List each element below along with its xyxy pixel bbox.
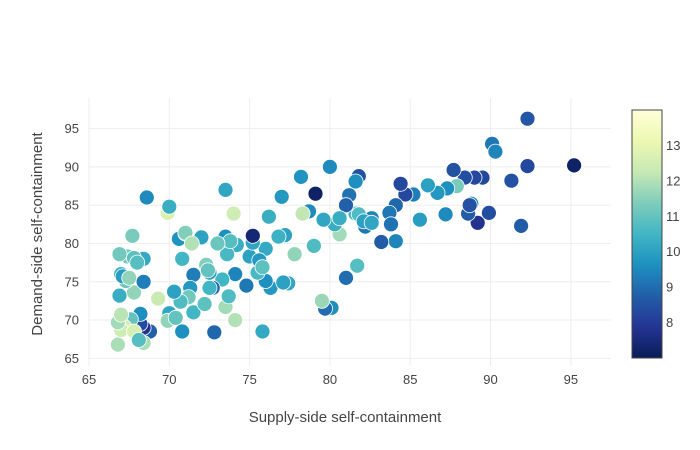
scatter-point [275, 274, 292, 291]
scatter-point [150, 290, 167, 307]
data-points [110, 110, 582, 353]
y-tick-label: 85 [65, 198, 79, 213]
scatter-point [487, 143, 504, 160]
scatter-point [480, 204, 497, 221]
scatter-point [305, 237, 322, 254]
scatter-point [519, 158, 536, 175]
y-tick-label: 80 [65, 236, 79, 251]
scatter-point [503, 172, 520, 189]
scatter-point [286, 246, 303, 263]
scatter-point [185, 266, 202, 283]
y-axis-title: Demand-side self-containment [29, 131, 46, 335]
scatter-point [363, 214, 380, 231]
scatter-point [135, 273, 152, 290]
scatter-point [130, 332, 147, 348]
y-tick-label: 70 [65, 313, 79, 328]
scatter-point [411, 211, 428, 228]
scatter-point [321, 158, 338, 175]
scatter-point [161, 198, 178, 215]
scatter-point [273, 188, 290, 205]
scatter-point [113, 306, 129, 323]
x-axis-ticks: 65 70 75 80 85 90 95 [82, 372, 578, 387]
scatter-point [167, 309, 184, 326]
scatter-point [338, 269, 354, 286]
scatter-point [220, 288, 237, 305]
x-tick-label: 80 [323, 372, 337, 387]
scatter-point [110, 336, 126, 353]
scatter-point [566, 157, 582, 174]
x-tick-label: 65 [82, 372, 96, 387]
colorbar-tick-label: 10 [666, 244, 680, 259]
scatter-point [121, 269, 138, 286]
x-tick-label: 70 [162, 372, 176, 387]
scatter-point [227, 312, 244, 329]
scatter-point [419, 177, 436, 194]
scatter-point [513, 217, 529, 234]
colorbar-tick-label: 13 [666, 138, 680, 153]
scatter-point [519, 110, 536, 127]
colorbar-tick-label: 8 [666, 315, 673, 330]
colorbar-ticks: 8 9 10 11 12 13 [666, 138, 680, 330]
scatter-point [437, 206, 454, 223]
scatter-point [111, 287, 128, 304]
scatter-point [392, 175, 409, 192]
scatter-point [254, 323, 271, 340]
scatter-point [174, 323, 191, 340]
scatter-point [196, 296, 213, 312]
scatter-point [206, 324, 223, 341]
scatter-point [307, 185, 324, 202]
scatter-point [331, 210, 348, 227]
y-axis-ticks: 65 70 75 80 85 90 95 [65, 121, 79, 366]
scatter-point [138, 189, 155, 206]
colorbar-gradient [631, 109, 663, 359]
y-tick-label: 65 [65, 351, 79, 366]
colorbar-tick-label: 11 [666, 209, 680, 224]
scatter-point [183, 235, 200, 252]
colorbar-tick-label: 9 [666, 280, 673, 295]
scatter-point [270, 228, 287, 245]
y-tick-label: 90 [65, 159, 79, 174]
scatter-point [294, 205, 311, 222]
scatter-point [166, 283, 183, 300]
scatter-point [383, 216, 399, 233]
scatter-point [185, 304, 202, 321]
scatter-point [260, 208, 277, 225]
x-tick-label: 95 [564, 372, 578, 387]
scatter-point [469, 214, 486, 231]
x-axis-title: Supply-side self-containment [249, 409, 442, 426]
scatter-point [225, 205, 242, 222]
x-tick-label: 90 [483, 372, 497, 387]
scatter-point [315, 211, 332, 228]
scatter-point [347, 173, 364, 190]
y-tick-label: 75 [65, 274, 79, 289]
x-tick-label: 85 [403, 372, 417, 387]
scatter-point [238, 277, 255, 294]
y-tick-label: 95 [65, 121, 79, 136]
scatter-point [129, 254, 146, 271]
x-tick-label: 75 [242, 372, 256, 387]
scatter-point [217, 181, 234, 198]
scatter-point [338, 197, 354, 214]
scatter-point [111, 246, 128, 263]
scatter-point [209, 235, 226, 252]
scatter-point [293, 168, 309, 185]
scatter-point [201, 279, 218, 296]
scatter-point [349, 257, 366, 274]
scatter-point [445, 162, 462, 178]
scatter-point [461, 197, 478, 214]
scatter-point [254, 259, 271, 276]
scatter-point [174, 250, 191, 267]
colorbar-tick-label: 12 [666, 173, 680, 188]
scatter-point [387, 233, 404, 250]
scatter-point [124, 227, 141, 244]
scatter-point [313, 292, 330, 309]
colorbar: 8 9 10 11 12 13 [631, 109, 680, 359]
scatter-point [244, 227, 261, 244]
scatter-point [373, 234, 390, 250]
scatter-point [199, 262, 216, 279]
